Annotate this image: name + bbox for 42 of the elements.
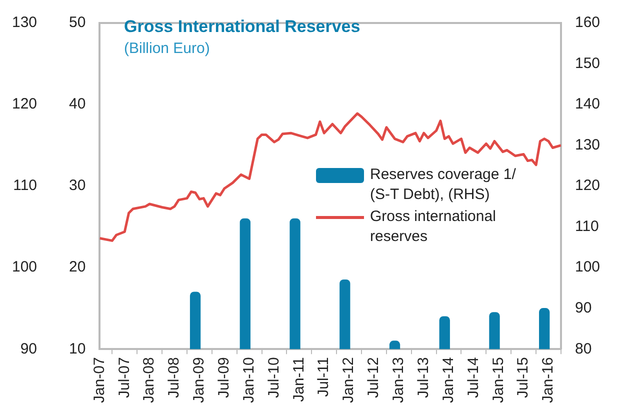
chart-title: Gross International Reserves: [124, 16, 360, 38]
y3-tick-label: 90: [20, 340, 38, 358]
x-tick-label: Jul-07: [116, 357, 133, 398]
x-tick-label: Jan-14: [440, 357, 457, 404]
x-tick-label: Jul-15: [514, 357, 532, 398]
x-tick-label: Jan-07: [90, 357, 108, 404]
legend-label: Gross international reserves: [370, 207, 497, 247]
y2-tick-label: 130: [574, 136, 600, 154]
y2-tick-label: 120: [574, 177, 600, 194]
y3-tick-label: 130: [12, 14, 38, 32]
x-tick-label: Jan-08: [140, 357, 158, 404]
y-tick-label: 40: [69, 96, 86, 113]
x-tick-label: Jul-09: [216, 357, 233, 398]
x-tick-label: Jan-13: [390, 357, 408, 404]
y2-tick-label: 160: [574, 14, 600, 32]
x-tick-label: Jan-10: [240, 357, 258, 404]
x-tick-label: Jan-11: [290, 357, 308, 402]
y-tick-label: 10: [69, 340, 86, 358]
y3-tick-label: 120: [12, 96, 38, 113]
y-tick-label: 20: [69, 258, 86, 276]
y2-tick-label: 140: [574, 96, 600, 113]
y3-tick-label: 100: [12, 258, 38, 276]
x-tick-label: Jul-14: [464, 357, 482, 398]
x-tick-label: Jan-15: [490, 357, 507, 404]
y2-tick-label: 150: [574, 54, 600, 72]
x-tick-label: Jul-13: [414, 357, 432, 398]
x-tick-label: Jul-12: [365, 357, 382, 398]
y2-tick-label: 90: [574, 300, 592, 317]
y2-tick-label: 100: [574, 258, 600, 276]
x-tick-label: Jan-16: [540, 357, 557, 404]
x-tick-label: Jul-10: [265, 357, 282, 398]
x-tick-label: Jan-12: [340, 357, 358, 404]
x-tick-label: Jul-11: [315, 357, 332, 397]
text: (Billion Euro): [124, 39, 211, 59]
y3-tick-label: 110: [13, 177, 38, 194]
legend-label: Reserves coverage 1/ (S-T Debt), (RHS): [370, 165, 517, 205]
x-tick-label: Jul-08: [166, 357, 183, 398]
y2-tick-label: 80: [574, 340, 592, 358]
y2-tick-label: 110: [574, 218, 599, 235]
y-tick-label: 30: [69, 177, 86, 194]
x-tick-label: Jan-09: [190, 357, 208, 404]
y-tick-label: 50: [69, 14, 86, 32]
